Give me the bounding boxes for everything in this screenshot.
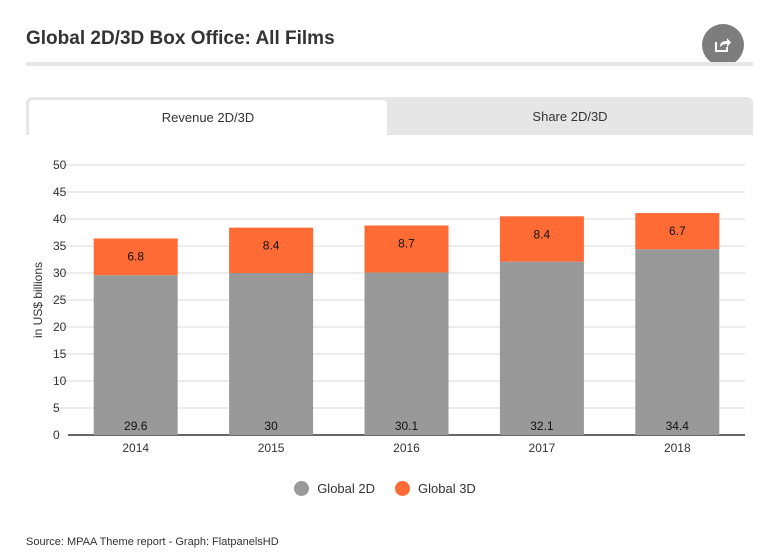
bar-3d <box>364 225 449 273</box>
y-tick-label: 5 <box>53 401 60 415</box>
data-label-2d: 34.4 <box>666 419 690 433</box>
bar-3d <box>229 227 314 273</box>
title-divider <box>26 62 753 66</box>
data-label-3d: 6.8 <box>127 249 144 263</box>
bar-2d <box>229 273 314 435</box>
tab-bar: Revenue 2D/3D Share 2D/3D <box>26 97 753 135</box>
legend-label-2d: Global 2D <box>317 481 375 496</box>
y-tick-label: 40 <box>53 212 67 226</box>
stacked-bar-chart: 0 5 10 15 20 25 30 35 40 45 50 in US$ billions 29.6 6… <box>31 158 745 455</box>
bar-2d <box>499 261 584 435</box>
data-label-3d: 6.7 <box>669 224 686 238</box>
legend-item-2d[interactable]: Global 2D <box>294 481 375 496</box>
data-label-2d: 32.1 <box>530 419 554 433</box>
data-label-2d: 29.6 <box>124 419 148 433</box>
y-tick-label: 15 <box>53 347 67 361</box>
bar-2d <box>364 272 449 435</box>
bar-3d <box>635 213 720 250</box>
x-tick-label: 2015 <box>258 441 285 455</box>
legend-swatch-2d <box>294 481 310 496</box>
x-tick-label: 2014 <box>122 441 149 455</box>
share-button[interactable] <box>702 24 744 66</box>
tab-revenue[interactable]: Revenue 2D/3D <box>29 100 387 135</box>
y-tick-label: 50 <box>53 158 67 172</box>
y-tick-label: 10 <box>53 374 67 388</box>
y-tick-label: 45 <box>53 185 67 199</box>
bar-3d <box>93 238 178 276</box>
y-tick-label: 20 <box>53 320 67 334</box>
source-note: Source: MPAA Theme report - Graph: Flatp… <box>26 536 279 548</box>
share-icon <box>715 38 731 52</box>
tab-share[interactable]: Share 2D/3D <box>532 108 608 124</box>
y-tick-label: 0 <box>53 428 60 442</box>
chart-title: Global 2D/3D Box Office: All Films <box>26 28 335 49</box>
data-label-3d: 8.4 <box>534 227 551 241</box>
x-tick-label: 2016 <box>393 441 420 455</box>
y-tick-label: 30 <box>53 266 67 280</box>
x-tick-label: 2018 <box>664 441 691 455</box>
y-tick-label: 35 <box>53 239 67 253</box>
data-label-2d: 30 <box>264 419 278 433</box>
data-label-2d: 30.1 <box>395 419 419 433</box>
data-label-3d: 8.4 <box>263 239 280 253</box>
data-label-3d: 8.7 <box>398 236 415 250</box>
x-tick-label: 2017 <box>529 441 556 455</box>
legend: Global 2D Global 3D <box>0 481 770 496</box>
y-tick-label: 25 <box>53 293 67 307</box>
legend-item-3d[interactable]: Global 3D <box>395 481 476 496</box>
bar-2d <box>635 249 720 435</box>
bar-2d <box>93 275 178 435</box>
legend-swatch-3d <box>395 481 410 496</box>
legend-label-3d: Global 3D <box>418 481 476 496</box>
y-axis-label: in US$ billions <box>31 262 45 338</box>
bar-3d <box>499 216 584 262</box>
